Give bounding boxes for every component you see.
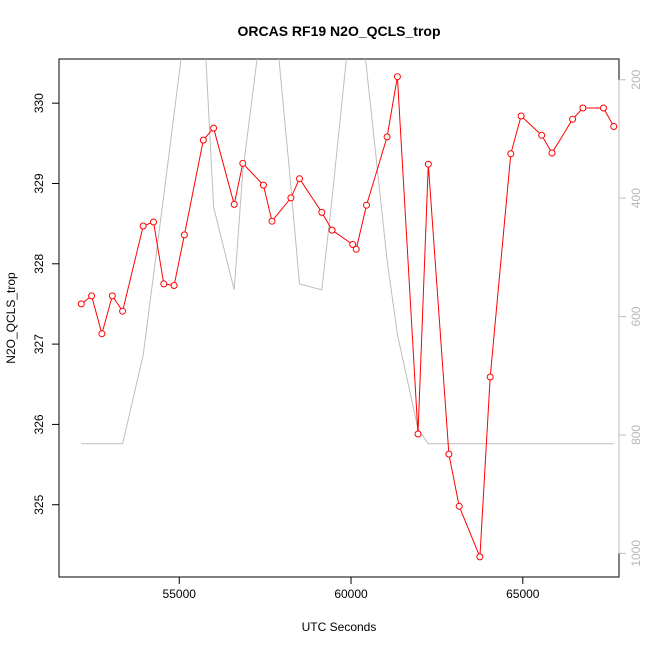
- data-point: [349, 241, 357, 248]
- plot-frame: [58, 58, 620, 578]
- series-layer: [77, 59, 618, 561]
- y2-axis: 200 400 600 800 1000: [618, 69, 643, 567]
- data-point: [239, 159, 247, 167]
- plot-area: [58, 58, 620, 578]
- chart-title: ORCAS RF19 N2O_QCLS_trop: [237, 23, 440, 39]
- data-point: [507, 150, 515, 158]
- data-point: [230, 200, 238, 208]
- data-point: [414, 430, 422, 438]
- data-point: [476, 553, 484, 561]
- x-tick-label: 60000: [334, 587, 368, 601]
- x-axis-label: UTC Seconds: [302, 620, 377, 634]
- data-point: [287, 194, 295, 202]
- data-point: [517, 112, 525, 120]
- y2-tick-label: 200: [629, 69, 643, 89]
- x-tick-label: 65000: [506, 587, 540, 601]
- data-point: [160, 280, 168, 288]
- data-point: [88, 292, 96, 300]
- x-axis: 55000 60000 65000: [163, 576, 540, 601]
- y-axis: 325 326 327 328 329 330: [32, 93, 60, 515]
- primary-series-line: [80, 76, 615, 558]
- data-point: [318, 208, 326, 216]
- data-point: [352, 245, 360, 253]
- data-point: [139, 222, 147, 230]
- data-point: [210, 124, 218, 132]
- data-point: [180, 231, 188, 239]
- data-point: [363, 201, 370, 209]
- y-axis-label: N2O_QCLS_trop: [4, 272, 18, 364]
- data-point: [486, 373, 494, 381]
- data-point: [600, 104, 607, 112]
- y2-tick-label: 400: [629, 188, 643, 208]
- x-tick-label: 55000: [163, 587, 197, 601]
- data-point: [548, 149, 556, 157]
- data-point: [77, 300, 85, 308]
- data-point: [455, 502, 463, 510]
- data-point: [569, 115, 577, 123]
- data-point: [150, 218, 157, 226]
- data-point: [383, 133, 391, 141]
- data-point: [296, 175, 303, 183]
- data-point: [98, 330, 106, 338]
- data-point: [259, 181, 267, 189]
- secondary-series-line: [81, 59, 614, 445]
- data-point: [538, 131, 546, 139]
- data-point: [424, 160, 432, 168]
- data-point: [170, 282, 178, 289]
- y2-tick-label: 800: [629, 425, 643, 445]
- data-point: [579, 104, 587, 112]
- y-tick-label: 330: [32, 93, 46, 113]
- y-tick-label: 328: [32, 253, 46, 273]
- data-point: [393, 73, 401, 81]
- y2-tick-label: 600: [629, 306, 643, 326]
- y-tick-label: 329: [32, 173, 46, 193]
- y2-tick-label: 1000: [629, 540, 643, 567]
- data-point: [108, 292, 116, 300]
- y-tick-label: 325: [32, 494, 46, 514]
- data-point: [328, 226, 336, 234]
- data-point: [610, 123, 618, 130]
- y-tick-label: 326: [32, 414, 46, 434]
- data-point: [445, 450, 453, 458]
- data-point: [119, 307, 127, 315]
- data-point: [268, 217, 276, 225]
- data-point: [199, 136, 207, 144]
- y-tick-label: 327: [32, 334, 46, 354]
